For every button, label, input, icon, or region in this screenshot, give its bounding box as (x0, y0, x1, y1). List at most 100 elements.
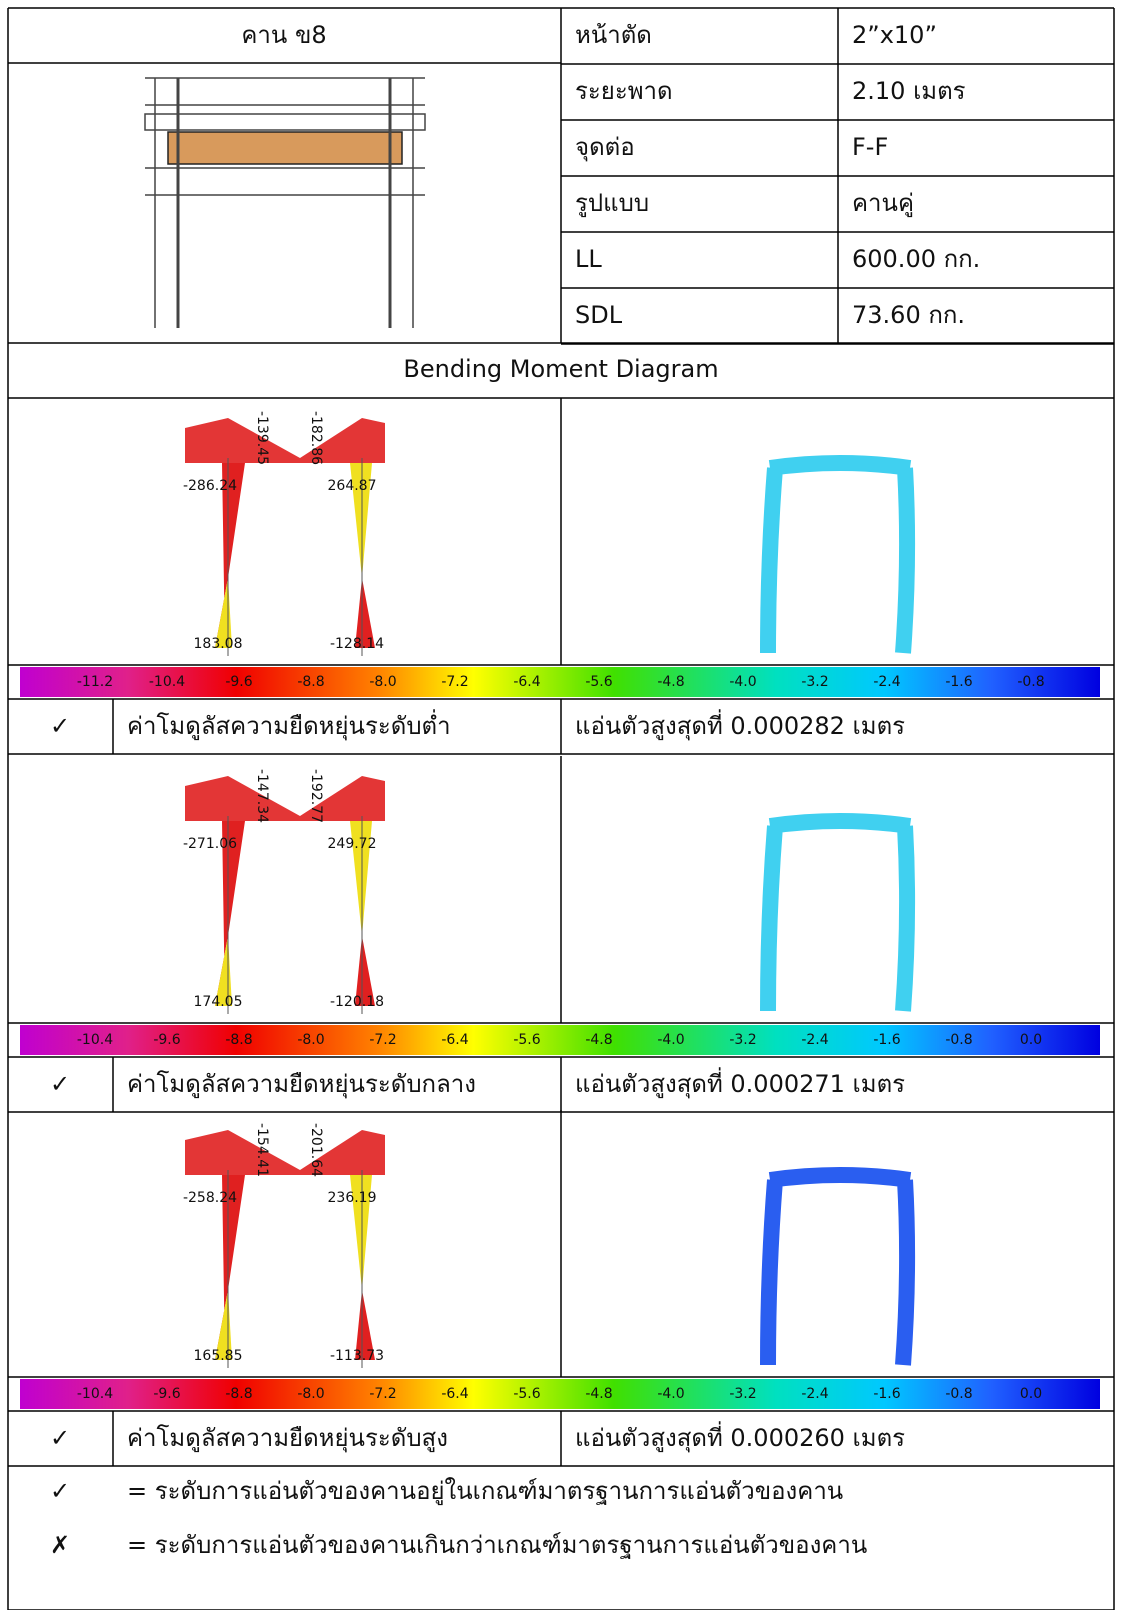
moment-label: -182.86 (308, 411, 324, 465)
table-grid (7, 7, 1115, 1610)
property-label: LL (575, 245, 602, 273)
legend-symbol: ✗ (50, 1531, 70, 1559)
scale-label: -8.0 (297, 1386, 324, 1402)
moment-area (350, 821, 372, 936)
case-description: ค่าโมดูลัสความยืดหยุ่นระดับสูง (127, 1424, 448, 1453)
moment-area (185, 418, 385, 463)
scale-label: -3.2 (801, 674, 828, 690)
property-label: รูปแบบ (575, 189, 649, 218)
beam-elevation (144, 77, 426, 328)
moment-label: 249.72 (328, 836, 377, 852)
moment-label: -139.45 (254, 411, 270, 465)
moment-label: 264.87 (328, 478, 377, 494)
scale-label: -11.2 (77, 674, 113, 690)
color-scale (20, 1379, 1100, 1409)
moment-label: -271.06 (183, 836, 237, 852)
moment-diagram: -271.06 249.72 174.05 -120.18 -147.34 -192.77 (183, 769, 385, 1014)
legend-text: = ระดับการแอ่นตัวของคานอยู่ในเกณฑ์มาตรฐา… (127, 1477, 843, 1506)
property-value: 73.60 กก. (852, 301, 965, 329)
legend-symbol: ✓ (50, 1477, 70, 1505)
moment-label: -113.73 (330, 1348, 384, 1364)
scale-label: -8.8 (297, 674, 324, 690)
scale-label: -8.8 (225, 1032, 252, 1048)
scale-label: -7.2 (369, 1386, 396, 1402)
moment-label: 174.05 (194, 994, 243, 1010)
check-mark: ✓ (50, 1424, 70, 1452)
case-description: ค่าโมดูลัสความยืดหยุ่นระดับกลาง (127, 1070, 476, 1099)
moment-diagram: -286.24 264.87 183.08 -128.14 -139.45 -182.86 (183, 411, 385, 656)
scale-label: -4.8 (585, 1386, 612, 1402)
scale-label: -6.4 (441, 1032, 468, 1048)
scale-label: -9.6 (153, 1032, 180, 1048)
scale-label: -8.0 (297, 1032, 324, 1048)
scale-label: -7.2 (441, 674, 468, 690)
moment-label: -258.24 (183, 1190, 237, 1206)
scale-label: -2.4 (873, 674, 900, 690)
scale-label: -2.4 (801, 1386, 828, 1402)
scale-label: -4.0 (729, 674, 756, 690)
case-description: ค่าโมดูลัสความยืดหยุ่นระดับต่ำ (127, 709, 451, 741)
property-value: 600.00 กก. (852, 245, 980, 273)
section-title: Bending Moment Diagram (403, 355, 718, 383)
scale-label: -10.4 (77, 1032, 113, 1048)
scale-label: -3.2 (729, 1032, 756, 1048)
deflected-frame (760, 455, 916, 654)
moment-label: 183.08 (194, 636, 243, 652)
deflection: แอ่นตัวสูงสุดที่ 0.000271 เมตร (575, 1067, 905, 1099)
property-value: 2.10 เมตร (852, 77, 966, 105)
moment-area (355, 1290, 375, 1360)
check-mark: ✓ (50, 1070, 70, 1098)
scale-label: -10.4 (77, 1386, 113, 1402)
scale-label: -2.4 (801, 1032, 828, 1048)
scale-label: -9.6 (225, 674, 252, 690)
scale-label: -6.4 (441, 1386, 468, 1402)
moment-label: -120.18 (330, 994, 384, 1010)
property-value: F-F (852, 133, 888, 161)
scale-label: -1.6 (873, 1032, 900, 1048)
moment-area (350, 1175, 372, 1290)
moment-area (185, 776, 385, 821)
scale-label: -5.6 (513, 1386, 540, 1402)
scale-label: 0.0 (1020, 1386, 1042, 1402)
deflected-frame (760, 1167, 916, 1366)
moment-area (185, 1130, 385, 1175)
property-label: หน้าตัด (575, 21, 652, 49)
moment-label: 165.85 (194, 1348, 243, 1364)
moment-area (215, 1175, 245, 1360)
moment-label: 236.19 (328, 1190, 377, 1206)
moment-area (215, 821, 245, 1006)
property-value: คานคู่ (852, 189, 914, 218)
scale-label: -0.8 (945, 1386, 972, 1402)
moment-area (350, 463, 372, 578)
scale-label: -0.8 (945, 1032, 972, 1048)
color-scale (20, 1025, 1100, 1055)
scale-label: -8.8 (225, 1386, 252, 1402)
moment-label: -201.64 (308, 1123, 324, 1177)
scale-label: -5.6 (513, 1032, 540, 1048)
moment-label: -192.77 (308, 769, 324, 823)
scale-label: -10.4 (149, 674, 185, 690)
moment-diagram: -258.24 236.19 165.85 -113.73 -154.41 -201.64 (183, 1123, 385, 1368)
scale-label: -3.2 (729, 1386, 756, 1402)
moment-area (355, 578, 375, 648)
scale-label: -4.0 (657, 1386, 684, 1402)
moment-label: -286.24 (183, 478, 237, 494)
property-value: 2”x10” (852, 21, 937, 49)
scale-label: -4.8 (657, 674, 684, 690)
moment-area (355, 936, 375, 1006)
scale-label: -1.6 (945, 674, 972, 690)
scale-label: 0.0 (1020, 1032, 1042, 1048)
moment-label: -154.41 (254, 1123, 270, 1177)
scale-label: -9.6 (153, 1386, 180, 1402)
deflection: แอ่นตัวสูงสุดที่ 0.000282 เมตร (575, 709, 905, 741)
scale-label: -1.6 (873, 1386, 900, 1402)
scale-label: -7.2 (369, 1032, 396, 1048)
moment-area (215, 463, 245, 648)
deflection: แอ่นตัวสูงสุดที่ 0.000260 เมตร (575, 1421, 905, 1453)
property-label: จุดต่อ (575, 133, 635, 162)
header-title: คาน ข8 (241, 21, 326, 49)
deflected-frame (760, 813, 916, 1012)
scale-label: -4.8 (585, 1032, 612, 1048)
scale-label: -8.0 (369, 674, 396, 690)
